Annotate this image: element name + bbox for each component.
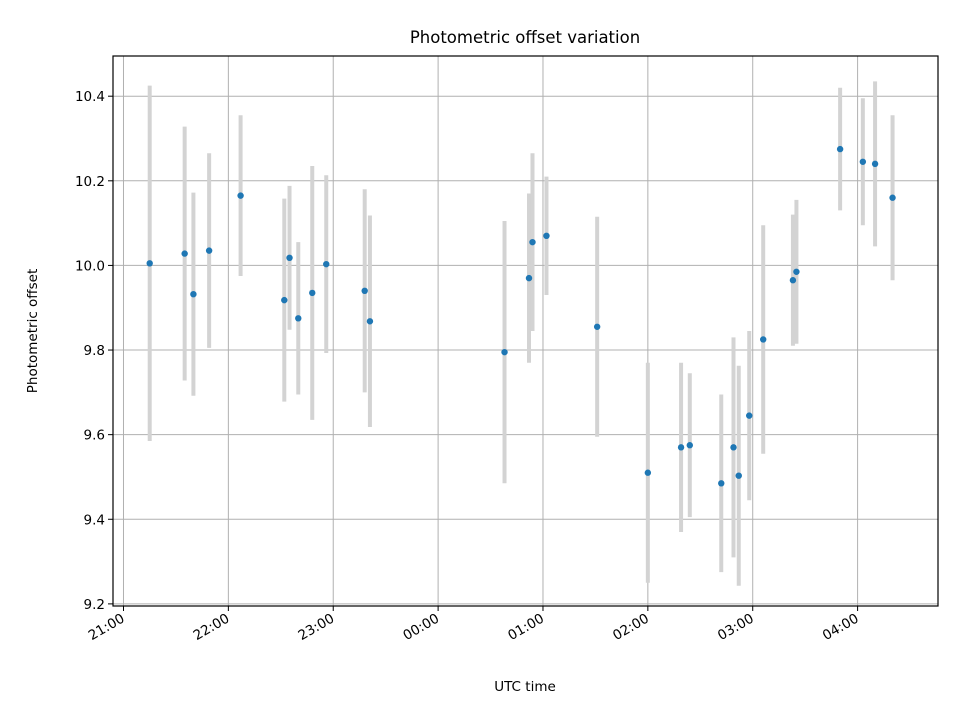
plot-frame bbox=[112, 55, 939, 607]
y-tick-label: 9.8 bbox=[84, 343, 105, 359]
x-axis-label: UTC time bbox=[494, 679, 556, 695]
grid bbox=[113, 56, 938, 606]
y-tick-label: 10.2 bbox=[75, 174, 105, 190]
x-tick-label: 03:00 bbox=[715, 611, 757, 644]
data-point bbox=[237, 192, 244, 199]
y-tick-label: 10.4 bbox=[75, 89, 105, 105]
y-tick-label: 9.2 bbox=[84, 597, 105, 613]
y-tick-label: 10.0 bbox=[75, 258, 105, 274]
data-point bbox=[323, 260, 330, 268]
data-point bbox=[361, 287, 368, 295]
data-point bbox=[593, 323, 601, 330]
data-point bbox=[735, 472, 742, 479]
data-point bbox=[190, 290, 197, 298]
data-point bbox=[286, 254, 293, 262]
data-point bbox=[889, 194, 896, 201]
data-point bbox=[871, 160, 879, 168]
data-point bbox=[181, 250, 188, 257]
data-point bbox=[146, 260, 153, 267]
data-point bbox=[718, 480, 725, 487]
data-point bbox=[205, 247, 213, 254]
data-point bbox=[366, 318, 374, 325]
x-tick-label: 23:00 bbox=[296, 611, 338, 644]
data-point bbox=[644, 469, 652, 476]
data-point bbox=[309, 289, 316, 297]
y-axis-label: Photometric offset bbox=[25, 269, 41, 393]
data-point bbox=[295, 315, 302, 322]
data-point bbox=[525, 274, 533, 282]
data-point bbox=[760, 336, 767, 343]
error-bars bbox=[147, 81, 895, 586]
x-tick-label: 22:00 bbox=[191, 611, 233, 644]
x-tick-label: 01:00 bbox=[505, 611, 547, 644]
data-point bbox=[529, 238, 536, 246]
chart-title: Photometric offset variation bbox=[410, 28, 640, 47]
data-point bbox=[677, 444, 685, 451]
data-point bbox=[793, 268, 800, 275]
data-point bbox=[686, 442, 694, 449]
data-points bbox=[146, 145, 896, 487]
x-tick-label: 21:00 bbox=[86, 611, 128, 644]
y-tick-label: 9.6 bbox=[84, 428, 105, 444]
x-tick-label: 04:00 bbox=[820, 611, 862, 644]
x-tick-label: 00:00 bbox=[400, 611, 442, 644]
data-point bbox=[859, 158, 867, 165]
data-point bbox=[281, 296, 288, 304]
data-point bbox=[836, 145, 844, 153]
data-point bbox=[789, 277, 797, 284]
x-axis-ticks: 21:00 22:00 23:00 00:00 01:00 02:00 03:00 04:00 bbox=[86, 606, 862, 644]
data-point bbox=[543, 232, 550, 240]
data-point bbox=[501, 348, 508, 356]
y-axis-ticks: 9.2 9.4 9.6 9.8 10.0 10.2 10.4 bbox=[75, 89, 113, 613]
data-point bbox=[746, 412, 753, 419]
x-tick-label: 02:00 bbox=[610, 611, 652, 644]
data-point bbox=[730, 444, 737, 451]
y-tick-label: 9.4 bbox=[84, 512, 105, 528]
